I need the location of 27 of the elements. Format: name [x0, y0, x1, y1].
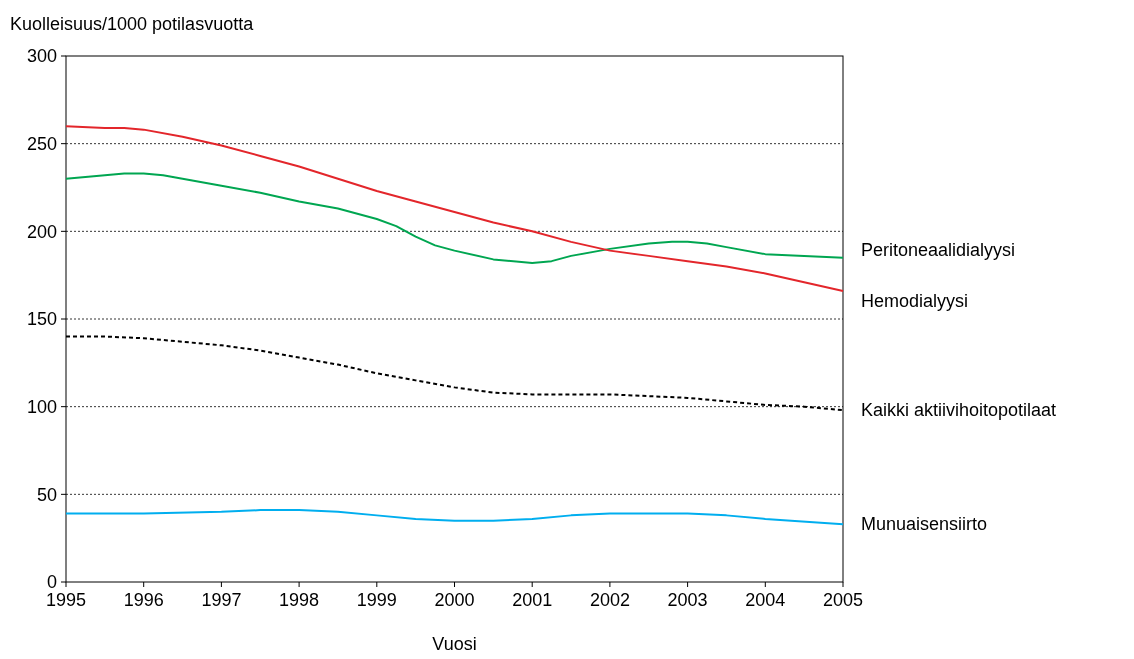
line-series — [65, 509, 844, 526]
series-label: Munuaisensiirto — [861, 514, 988, 535]
y-tick-label: 0 — [46, 572, 57, 593]
x-tick-label: 2000 — [434, 590, 475, 610]
line-series — [65, 125, 844, 292]
x-tick-label: 2004 — [745, 590, 786, 610]
x-tick-label: 1995 — [45, 590, 87, 610]
line-series — [65, 172, 844, 264]
x-tick-label: 2002 — [589, 590, 630, 610]
y-tick-label: 50 — [36, 484, 57, 505]
y-tick-label: 200 — [26, 221, 57, 242]
x-tick-label: 2003 — [667, 590, 708, 610]
x-tick-label: 2001 — [512, 590, 553, 610]
y-tick-label: 250 — [26, 133, 57, 154]
x-tick-label: 1997 — [201, 590, 242, 610]
x-axis-title: Vuosi — [432, 634, 477, 654]
y-tick-label: 100 — [26, 396, 57, 417]
y-axis-title: Kuolleisuus/1000 potilasvuotta — [10, 14, 255, 34]
x-tick-label: 1996 — [123, 590, 164, 610]
series-label: Kaikki aktiivihoitopotilaat — [861, 400, 1057, 421]
series-label: Hemodialyysi — [861, 291, 969, 312]
x-tick-label: 1999 — [356, 590, 397, 610]
y-tick-label: 150 — [26, 309, 57, 330]
y-tick-label: 300 — [26, 46, 57, 67]
x-tick-label: 1998 — [279, 590, 320, 610]
series-label: Peritoneaalidialyysi — [861, 239, 1016, 260]
x-tick-label: 2005 — [822, 590, 864, 610]
